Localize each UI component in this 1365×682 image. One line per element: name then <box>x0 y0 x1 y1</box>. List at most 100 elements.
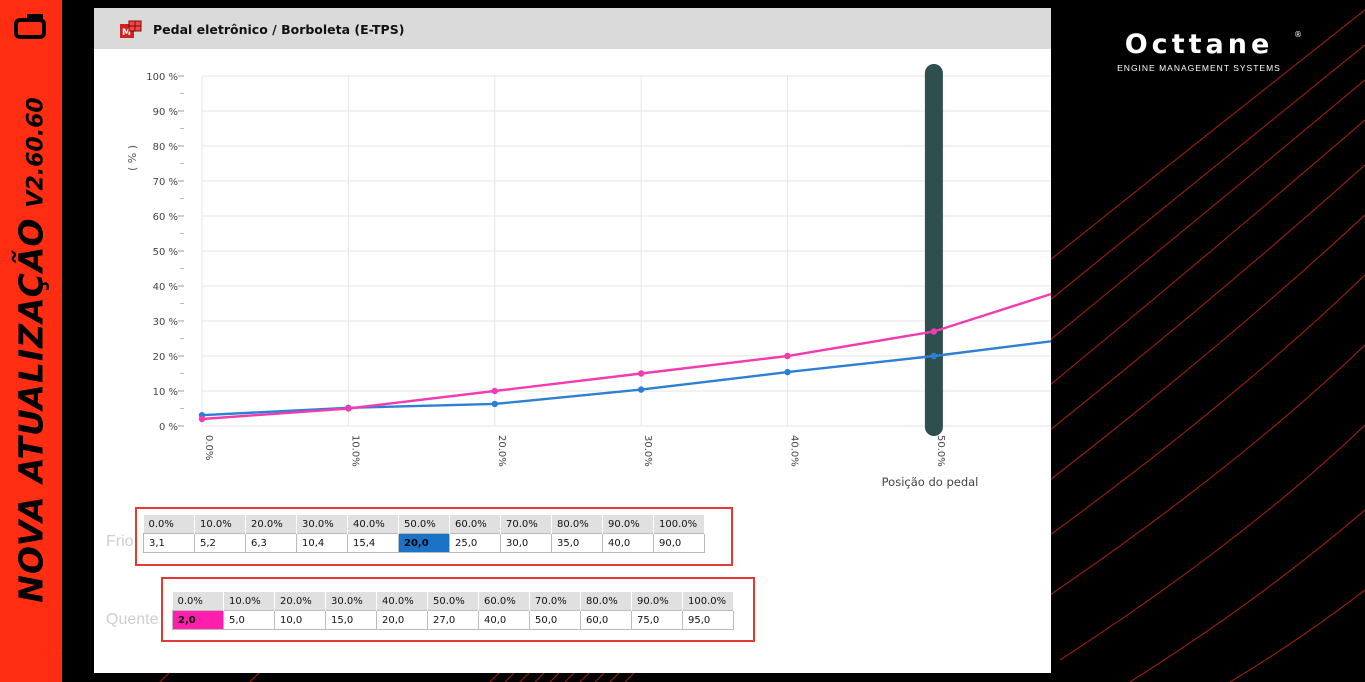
table-header-cell: 80.0% <box>551 515 603 534</box>
table-value-cell[interactable]: 40,0 <box>478 610 530 630</box>
table-header-cell: 60.0% <box>478 592 530 611</box>
table-header-cell: 0.0% <box>143 515 195 534</box>
y-tick-label: 50 % <box>153 247 178 258</box>
table-value-cell[interactable]: 15,4 <box>347 533 399 553</box>
table-value-cell[interactable]: 60,0 <box>580 610 632 630</box>
table-value-cell[interactable]: 3,1 <box>143 533 195 553</box>
series-point <box>930 328 938 335</box>
series-line <box>201 340 1051 417</box>
table-value-cell[interactable]: 40,0 <box>602 533 654 553</box>
update-banner-text: NOVA ATUALIZAÇÃO V2.60.60 <box>12 97 51 602</box>
chart-series <box>198 292 1051 423</box>
y-axis-ticks: 0 % 10 % 20 % 30 % 40 % 50 % 60 % 70 % 80 % 90 % 1… <box>146 72 184 433</box>
update-title: NOVA ATUALIZAÇÃO <box>11 217 51 603</box>
row-label-quente: Quente <box>106 611 159 628</box>
table-header-cell: 20.0% <box>245 515 297 534</box>
table-value-cell[interactable]: 25,0 <box>449 533 501 553</box>
x-tick-label: 0.0% <box>203 435 214 460</box>
table-header-cell: 70.0% <box>500 515 552 534</box>
series-point <box>637 370 645 377</box>
x-tick-label: 10.0% <box>349 435 360 467</box>
series-point <box>784 368 791 376</box>
table-header-cell: 40.0% <box>347 515 399 534</box>
etps-panel: M Pedal eletrônico / Borboleta (E-TPS) 0… <box>94 8 1051 673</box>
y-tick-label: 70 % <box>153 177 178 188</box>
table-value-cell[interactable]: 20,0 <box>376 610 428 630</box>
table-header-cell: 50.0% <box>398 515 450 534</box>
update-banner: NOVA ATUALIZAÇÃO V2.60.60 <box>0 0 62 682</box>
octtane-logo-icon <box>14 14 46 39</box>
table-header-cell: 60.0% <box>449 515 501 534</box>
quente-table-highlight <box>161 577 755 642</box>
brand-registered-mark: ® <box>1294 30 1302 39</box>
table-value-cell[interactable]: 2,0 <box>172 610 224 630</box>
series-point <box>491 387 498 395</box>
table-value-cell[interactable]: 10,0 <box>274 610 326 630</box>
table-header-cell: 100.0% <box>682 592 734 611</box>
table-header-cell: 30.0% <box>296 515 348 534</box>
x-axis-label: Posição do pedal <box>882 475 979 489</box>
y-tick-label: 100 % <box>146 72 178 83</box>
quente-value-table: 0.0% 10.0% 20.0% 30.0% 40.0% 50.0% 60.0% 70.0% 8… <box>172 592 734 630</box>
table-header-cell: 10.0% <box>223 592 275 611</box>
table-value-cell[interactable]: 20,0 <box>398 533 450 553</box>
panel-title: Pedal eletrônico / Borboleta (E-TPS) <box>153 22 405 37</box>
update-version: V2.60.60 <box>23 97 49 208</box>
y-tick-label: 20 % <box>153 352 178 363</box>
y-tick-label: 90 % <box>153 107 178 118</box>
y-tick-label: 30 % <box>153 317 178 328</box>
y-axis-label: ( % ) <box>126 145 139 171</box>
table-header-cell: 40.0% <box>376 592 428 611</box>
table-value-cell[interactable]: 5,2 <box>194 533 246 553</box>
series-point <box>198 415 206 423</box>
table-value-cell[interactable]: 30,0 <box>500 533 552 553</box>
y-tick-label: 10 % <box>153 387 178 398</box>
table-value-cell[interactable]: 15,0 <box>325 610 377 630</box>
table-header-cell: 10.0% <box>194 515 246 534</box>
table-value-cell[interactable]: 10,4 <box>296 533 348 553</box>
table-header-cell: 100.0% <box>653 515 705 534</box>
brand-tagline: ENGINE MANAGEMENT SYSTEMS <box>1117 63 1281 73</box>
table-header-cell: 20.0% <box>274 592 326 611</box>
panel-header: M Pedal eletrônico / Borboleta (E-TPS) <box>94 8 1051 49</box>
row-label-frio: Frio <box>106 533 134 550</box>
table-value-cell[interactable]: 27,0 <box>427 610 479 630</box>
frio-value-table: 0.0% 10.0% 20.0% 30.0% 40.0% 50.0% 60.0% 70.0% 8… <box>143 515 705 553</box>
etps-table-icon: M <box>120 20 142 38</box>
series-point <box>491 400 498 408</box>
table-header-cell: 90.0% <box>631 592 683 611</box>
brand-name: Octtane <box>1124 29 1274 60</box>
x-axis-ticks: 0.0% 10.0% 20.0% 30.0% 40.0% 50.0% <box>203 435 946 467</box>
table-header-cell: 0.0% <box>172 592 224 611</box>
y-tick-label: 0 % <box>159 422 178 433</box>
cursor-bar <box>924 64 943 436</box>
table-value-cell[interactable]: 90,0 <box>653 533 705 553</box>
table-header-cell: 90.0% <box>602 515 654 534</box>
table-value-cell[interactable]: 50,0 <box>529 610 581 630</box>
x-tick-label: 50.0% <box>935 435 946 467</box>
series-point <box>784 352 791 360</box>
table-value-cell[interactable]: 95,0 <box>682 610 734 630</box>
table-value-cell[interactable]: 35,0 <box>551 533 603 553</box>
table-header-cell: 50.0% <box>427 592 479 611</box>
svg-text:M: M <box>122 28 131 38</box>
frio-table-highlight <box>135 507 733 566</box>
y-tick-label: 80 % <box>153 142 178 153</box>
x-tick-label: 30.0% <box>642 435 653 467</box>
table-value-cell[interactable]: 6,3 <box>245 533 297 553</box>
table-value-cell[interactable]: 75,0 <box>631 610 683 630</box>
etps-chart[interactable]: 0 % 10 % 20 % 30 % 40 % 50 % 60 % 70 % 80 % 90 % 1… <box>94 8 1051 673</box>
table-value-cell[interactable]: 5,0 <box>223 610 275 630</box>
chart-cursor <box>924 64 943 436</box>
series-point <box>345 405 352 412</box>
series-point <box>637 386 645 393</box>
series-point <box>930 352 938 360</box>
brand-logo: Octtane ® ENGINE MANAGEMENT SYSTEMS <box>1094 29 1304 74</box>
y-tick-label: 60 % <box>153 212 178 223</box>
table-header-cell: 30.0% <box>325 592 377 611</box>
x-tick-label: 40.0% <box>789 435 800 467</box>
x-tick-label: 20.0% <box>496 435 507 467</box>
chart-grid <box>201 75 1051 427</box>
table-header-cell: 70.0% <box>529 592 581 611</box>
y-tick-label: 40 % <box>153 282 178 293</box>
